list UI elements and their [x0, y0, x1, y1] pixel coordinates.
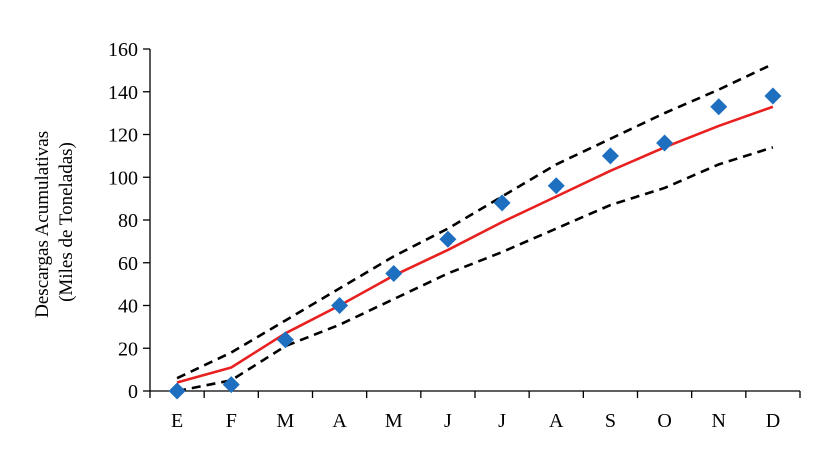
data-point-observed — [331, 297, 349, 314]
data-point-observed — [385, 264, 403, 282]
y-tick-label: 120 — [108, 125, 138, 147]
x-tick-label: M — [277, 410, 295, 432]
y-tick-label: 40 — [118, 296, 138, 318]
data-point-observed — [276, 331, 294, 349]
plot-area — [168, 62, 782, 400]
y-axis-title-line-1: Descargas Acumulativas — [32, 131, 53, 318]
data-point-observed — [656, 134, 674, 152]
x-tick-label: F — [226, 410, 237, 432]
axes: 0 20 40 60 80 100 120 140 160 E F M A M J J A S O N D — [108, 39, 801, 432]
x-tick-label: J — [498, 410, 506, 432]
y-tick-label: 80 — [118, 210, 138, 232]
x-tick-label: J — [444, 410, 452, 432]
data-point-observed — [439, 230, 457, 248]
data-point-observed — [710, 98, 728, 116]
series-line-mean — [176, 105, 774, 384]
data-point-observed — [547, 177, 565, 195]
y-axis-title-line-2: (Miles de Toneladas) — [56, 142, 77, 302]
x-tick-label: A — [549, 410, 564, 432]
data-point-observed — [764, 87, 782, 105]
y-tick-label: 20 — [118, 338, 138, 360]
x-tick-label: E — [171, 410, 183, 432]
x-tick-label: A — [332, 410, 347, 432]
x-tick-label: N — [712, 410, 726, 432]
data-point-observed — [493, 194, 511, 212]
x-tick-label: S — [605, 410, 616, 432]
x-tick-label: M — [385, 410, 403, 432]
series-line-upper — [176, 62, 774, 380]
data-point-observed — [168, 382, 186, 400]
x-tick-label: D — [766, 410, 780, 432]
y-tick-label: 0 — [128, 381, 138, 403]
y-axis-title: Descargas Acumulativas (Miles de Tonelad… — [32, 126, 77, 318]
series-observed — [168, 87, 782, 400]
series-line-lower — [176, 146, 774, 393]
data-point-observed — [601, 147, 619, 165]
y-tick-label: 140 — [108, 82, 138, 104]
y-tick-label: 60 — [118, 253, 138, 275]
y-tick-label: 100 — [108, 167, 138, 189]
y-tick-label: 160 — [108, 39, 138, 61]
x-tick-label: O — [657, 410, 671, 432]
data-point-observed — [222, 376, 240, 394]
